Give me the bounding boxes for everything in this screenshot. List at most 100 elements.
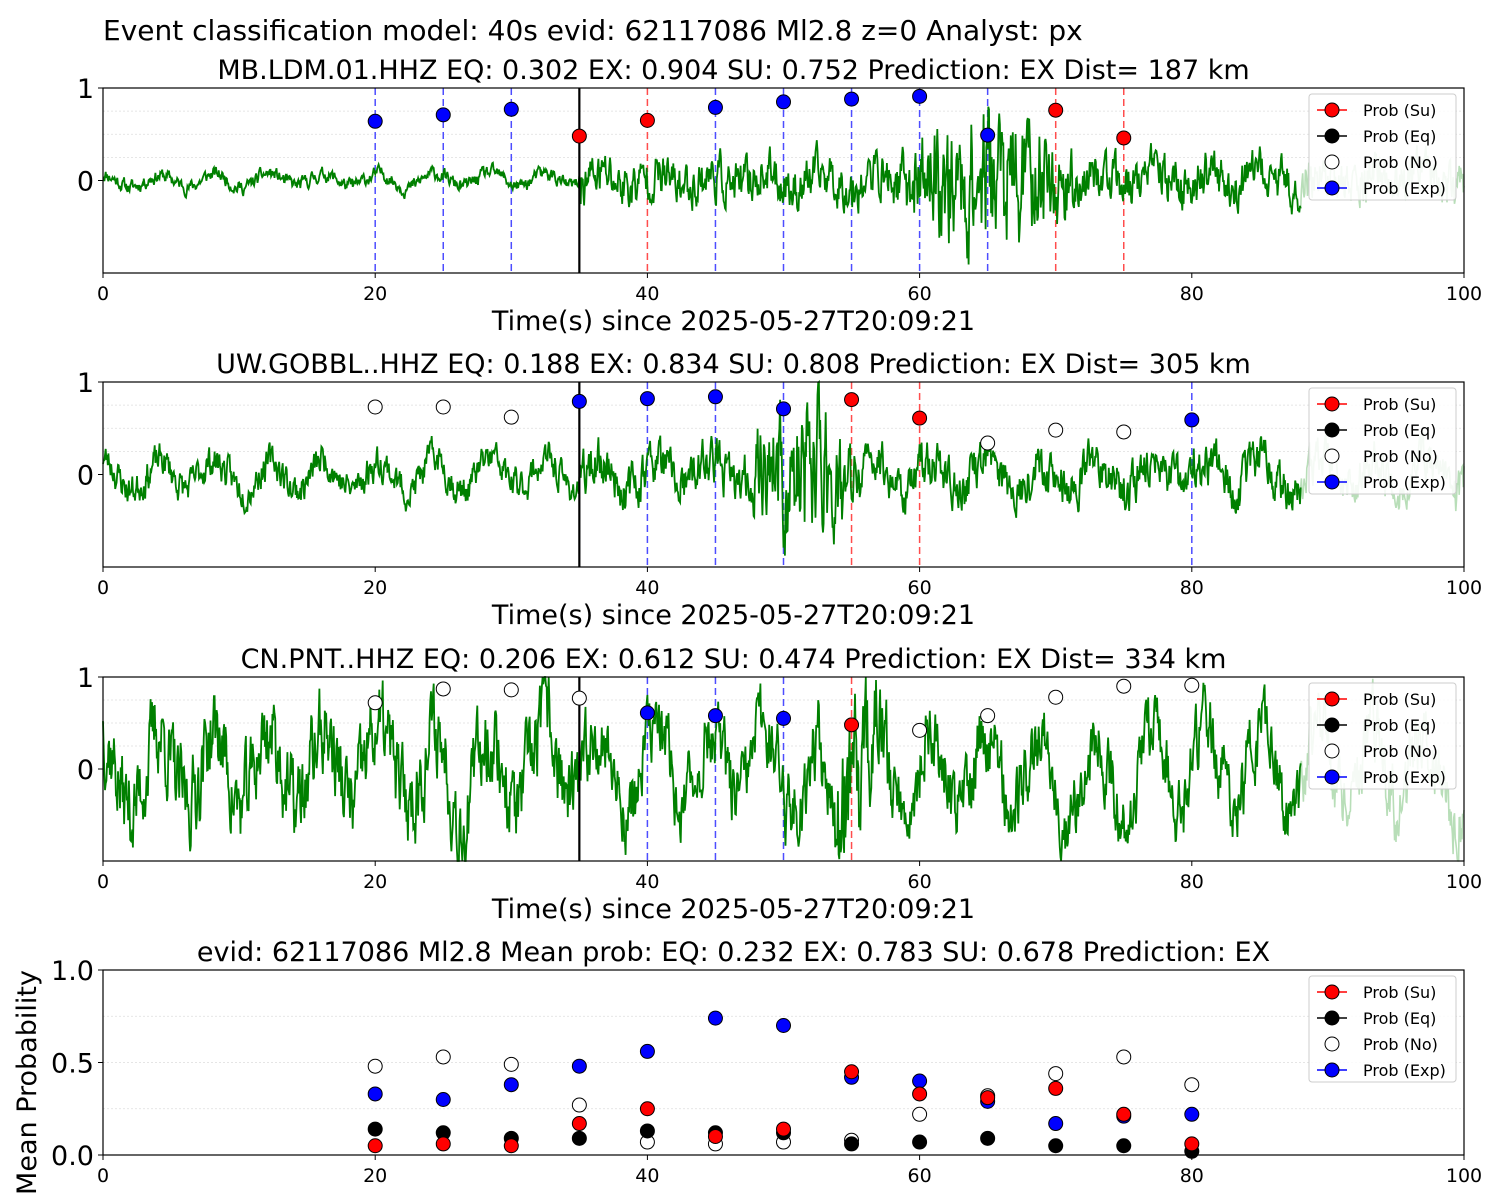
legend-entry-exp: Prob (Exp) bbox=[1363, 1061, 1446, 1080]
prob-point-exp bbox=[980, 127, 996, 143]
panel-title: CN.PNT..HHZ EQ: 0.206 EX: 0.612 SU: 0.47… bbox=[241, 644, 1227, 675]
legend-marker-eq bbox=[1324, 717, 1340, 733]
prob-point-exp bbox=[1184, 412, 1200, 428]
panel-4: 0 20 40 60 80 100 0.0 0.5 1.0 evid: 62117086 Ml2.… bbox=[12, 937, 1482, 1195]
mean-prob-point-su bbox=[844, 1064, 860, 1080]
x-tick-label: 40 bbox=[635, 1165, 659, 1187]
legend-entry-no: Prob (No) bbox=[1363, 153, 1438, 172]
prob-point-su bbox=[1048, 102, 1064, 118]
x-tick-label: 20 bbox=[363, 1165, 387, 1187]
prob-point-no bbox=[912, 722, 928, 738]
prob-point-exp bbox=[571, 393, 587, 409]
x-tick-label: 100 bbox=[1446, 1165, 1482, 1187]
y-tick-label: 0.0 bbox=[51, 1141, 94, 1172]
legend-marker-su bbox=[1324, 984, 1340, 1000]
x-tick-label: 20 bbox=[363, 577, 387, 599]
x-tick-label: 0 bbox=[97, 871, 109, 893]
mean-prob-point-exp bbox=[1048, 1116, 1064, 1132]
y-tick-label: 1.0 bbox=[51, 956, 94, 987]
mean-prob-point-su bbox=[776, 1121, 791, 1137]
x-tick-label: 100 bbox=[1446, 283, 1482, 305]
x-axis-label: Time(s) since 2025-05-27T20:09:21 bbox=[491, 894, 975, 925]
prob-point-su bbox=[571, 128, 587, 144]
prob-point-exp bbox=[707, 99, 723, 115]
x-tick-label: 60 bbox=[908, 871, 932, 893]
x-tick-label: 40 bbox=[635, 577, 659, 599]
y-tick-label: 0 bbox=[77, 755, 94, 786]
figure-suptitle: Event classification model: 40s evid: 62… bbox=[103, 14, 1083, 47]
mean-prob-point-eq bbox=[639, 1123, 655, 1139]
prob-point-no bbox=[503, 682, 519, 698]
prob-point-exp bbox=[707, 389, 723, 405]
prob-point-no bbox=[571, 690, 587, 706]
x-tick-label: 100 bbox=[1446, 871, 1482, 893]
plot-frame bbox=[102, 676, 1465, 862]
prob-point-exp bbox=[367, 113, 383, 129]
x-tick-label: 40 bbox=[635, 871, 659, 893]
legend-entry-eq: Prob (Eq) bbox=[1363, 1009, 1436, 1028]
x-tick-label: 80 bbox=[1180, 577, 1204, 599]
legend: Prob (Su) Prob (Eq) Prob (No) Prob (Exp) bbox=[1308, 387, 1457, 495]
panel-title: MB.LDM.01.HHZ EQ: 0.302 EX: 0.904 SU: 0.… bbox=[217, 55, 1249, 86]
legend-marker-su bbox=[1324, 691, 1340, 707]
x-tick-label: 0 bbox=[97, 577, 109, 599]
legend-entry-no: Prob (No) bbox=[1363, 1035, 1438, 1054]
prob-point-exp bbox=[435, 107, 451, 123]
prob-point-su bbox=[844, 717, 860, 733]
mean-prob-point-su bbox=[503, 1138, 519, 1154]
prob-point-no bbox=[1048, 689, 1064, 705]
x-tick-label: 80 bbox=[1180, 283, 1204, 305]
x-tick-label: 20 bbox=[363, 283, 387, 305]
legend-marker-su bbox=[1324, 102, 1340, 118]
x-tick-label: 60 bbox=[908, 1165, 932, 1187]
prob-point-no bbox=[367, 399, 383, 415]
mean-prob-point-exp bbox=[912, 1073, 928, 1089]
y-tick-label: 1 bbox=[77, 663, 94, 694]
mean-prob-point-exp bbox=[776, 1018, 791, 1033]
prob-point-su bbox=[912, 410, 928, 426]
legend-entry-exp: Prob (Exp) bbox=[1363, 473, 1446, 492]
legend-box bbox=[1308, 975, 1457, 1083]
y-tick-label: 1 bbox=[77, 368, 94, 399]
mean-prob-point-no bbox=[435, 1049, 451, 1065]
prob-point-no bbox=[503, 409, 519, 425]
legend: Prob (Su) Prob (Eq) Prob (No) Prob (Exp) bbox=[1308, 93, 1457, 201]
mean-prob-point-su bbox=[367, 1138, 383, 1154]
x-tick-label: 0 bbox=[97, 283, 109, 305]
legend-marker-no bbox=[1324, 448, 1340, 464]
mean-prob-point-su bbox=[435, 1136, 451, 1152]
mean-prob-point-exp bbox=[571, 1058, 587, 1074]
x-tick-label: 40 bbox=[635, 283, 659, 305]
mean-prob-point-no bbox=[571, 1097, 587, 1113]
mean-prob-point-su bbox=[571, 1116, 587, 1132]
prob-point-exp bbox=[776, 710, 791, 726]
legend-marker-no bbox=[1324, 743, 1340, 759]
plot-frame bbox=[102, 381, 1465, 568]
plot-frame bbox=[102, 87, 1465, 274]
legend: Prob (Su) Prob (Eq) Prob (No) Prob (Exp) bbox=[1308, 975, 1457, 1083]
mean-prob-point-eq bbox=[912, 1134, 928, 1150]
prob-point-no bbox=[1116, 424, 1132, 440]
x-tick-label: 60 bbox=[908, 283, 932, 305]
y-tick-label: 0 bbox=[77, 461, 94, 492]
panel-title: UW.GOBBL..HHZ EQ: 0.188 EX: 0.834 SU: 0.… bbox=[216, 349, 1251, 380]
panel-3: 0 20 40 60 80 100 0 1 CN.PNT..HHZ EQ: 0.206 EX: … bbox=[77, 644, 1482, 925]
prob-point-exp bbox=[912, 88, 928, 104]
prob-point-exp bbox=[776, 401, 791, 417]
legend-entry-exp: Prob (Exp) bbox=[1363, 768, 1446, 787]
prob-point-exp bbox=[639, 391, 655, 407]
prob-point-su bbox=[844, 392, 860, 408]
legend-marker-exp bbox=[1324, 769, 1340, 785]
mean-prob-point-eq bbox=[844, 1136, 860, 1152]
mean-prob-point-su bbox=[1116, 1106, 1132, 1122]
x-tick-label: 80 bbox=[1180, 871, 1204, 893]
prob-point-no bbox=[1116, 678, 1132, 694]
x-tick-label: 80 bbox=[1180, 1165, 1204, 1187]
mean-prob-point-exp bbox=[367, 1086, 383, 1102]
legend-marker-eq bbox=[1324, 128, 1340, 144]
mean-prob-point-exp bbox=[707, 1010, 723, 1026]
mean-prob-point-su bbox=[1048, 1080, 1064, 1096]
legend-box bbox=[1308, 387, 1457, 495]
prob-point-exp bbox=[639, 705, 655, 721]
mean-prob-point-su bbox=[980, 1090, 996, 1106]
